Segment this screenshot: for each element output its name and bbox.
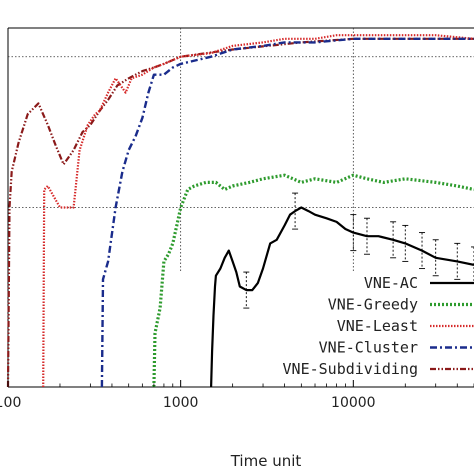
x-tick-label: 100 [0,395,21,411]
series-line-vne-ac [210,206,474,388]
legend-label: VNE-Cluster [319,339,418,357]
series-line-vne-least [42,34,474,388]
legend-label: VNE-Least [337,317,418,335]
legend-label: VNE-AC [364,274,418,292]
series-group [6,34,474,388]
series-line-vne-subdividing [6,37,474,388]
x-tick-label: 1000 [163,395,199,411]
legend: VNE-AC VNE-Greedy VNE-Least VNE-Cluster VNE-… [283,274,474,378]
series-line-vne-cluster [100,37,474,388]
x-axis-title: Time unit [230,452,302,470]
legend-label: VNE-Greedy [328,296,418,314]
series-line-vne-greedy [152,173,474,388]
x-axis-ticks: 100 1000 10000 [0,380,474,411]
legend-label: VNE-Subdividing [283,360,418,378]
x-tick-label: 10000 [331,395,376,411]
